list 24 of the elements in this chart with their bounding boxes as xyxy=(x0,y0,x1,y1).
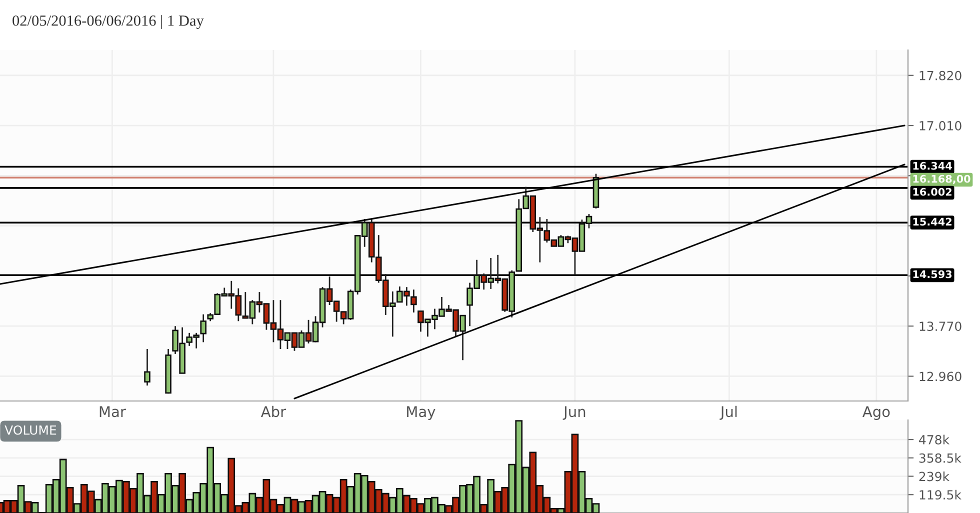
y-tick-label: 17.010 xyxy=(920,120,962,130)
y-tick-label: 358.5k xyxy=(919,453,962,463)
chart-title: VOLUME xyxy=(4,425,56,435)
candlestick xyxy=(144,348,150,386)
candlestick xyxy=(410,288,417,314)
x-tick-label: Mar xyxy=(100,406,126,418)
ref-line-label: 16.002 xyxy=(913,188,952,196)
y-tick-label: 478k xyxy=(919,434,950,444)
y-tick-label: 13.770 xyxy=(920,322,962,332)
y-tick-label: 119.5k xyxy=(920,490,962,500)
x-tick-label: Abr xyxy=(260,406,286,418)
candlestick xyxy=(200,314,206,343)
y-tick-label: 17.820 xyxy=(920,70,962,80)
ref-line-label: 15.442 xyxy=(913,218,952,226)
chart-title: 02/05/2016-06/06/2016 | 1 Day xyxy=(12,15,204,29)
x-tick-label: May xyxy=(407,406,436,420)
x-tick-label: Jul xyxy=(720,406,737,420)
y-tick-label: 12.960 xyxy=(920,372,962,382)
y-tick-label: 239k xyxy=(919,472,950,482)
x-tick-label: Ago xyxy=(862,406,890,420)
ref-line-label: 16.168,00 xyxy=(913,174,970,184)
ref-line-label: 16.344 xyxy=(913,162,952,170)
ref-line-label: 14.593 xyxy=(913,270,952,278)
x-tick-label: Jun xyxy=(562,406,586,420)
